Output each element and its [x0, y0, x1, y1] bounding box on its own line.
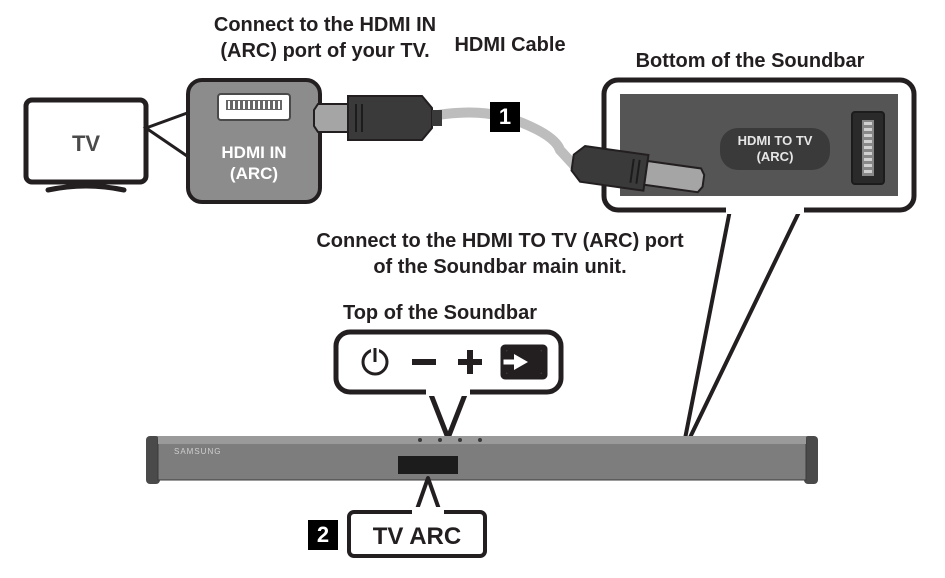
step-1-badge: 1 [490, 102, 520, 132]
diagram-svg: SAMSUNG [0, 0, 945, 578]
tv-text: TV [26, 130, 146, 159]
hdmi-cable-label: HDMI Cable [445, 32, 575, 58]
plus-icon [458, 350, 482, 374]
text-line: (ARC) [230, 164, 278, 183]
text-line: of the Soundbar main unit. [373, 256, 626, 278]
text-line: Connect to the HDMI IN [214, 14, 436, 36]
hdmi-plug-right [570, 145, 706, 199]
text-line: HDMI TO TV [738, 133, 813, 148]
hdmi-to-tv-instruction: Connect to the HDMI TO TV (ARC) port of … [295, 228, 705, 280]
hdmi-in-port-label: HDMI IN (ARC) [188, 142, 320, 185]
text-line: Connect to the HDMI TO TV (ARC) port [316, 230, 683, 252]
hdmi-in-instruction: Connect to the HDMI IN (ARC) port of you… [195, 12, 455, 64]
hdmi-plug-left [314, 96, 442, 140]
text-line: (ARC) [757, 149, 794, 164]
minus-icon [412, 356, 436, 368]
tvarc-text: TV ARC [349, 521, 485, 552]
source-icon [502, 346, 546, 378]
bottom-soundbar-label: Bottom of the Soundbar [620, 48, 880, 74]
text-line: HDMI IN [221, 143, 286, 162]
text-line: (ARC) port of your TV. [220, 40, 429, 62]
hdmi-to-tv-port-label: HDMI TO TV (ARC) [720, 133, 830, 164]
tv-callout-pointer [146, 112, 190, 158]
svg-text:SAMSUNG: SAMSUNG [174, 447, 221, 456]
power-icon [363, 350, 387, 374]
tvarc-pointer [416, 478, 440, 512]
step-2-badge: 2 [308, 520, 338, 550]
soundbar-graphic: SAMSUNG [146, 436, 818, 484]
top-soundbar-label: Top of the Soundbar [330, 300, 550, 326]
